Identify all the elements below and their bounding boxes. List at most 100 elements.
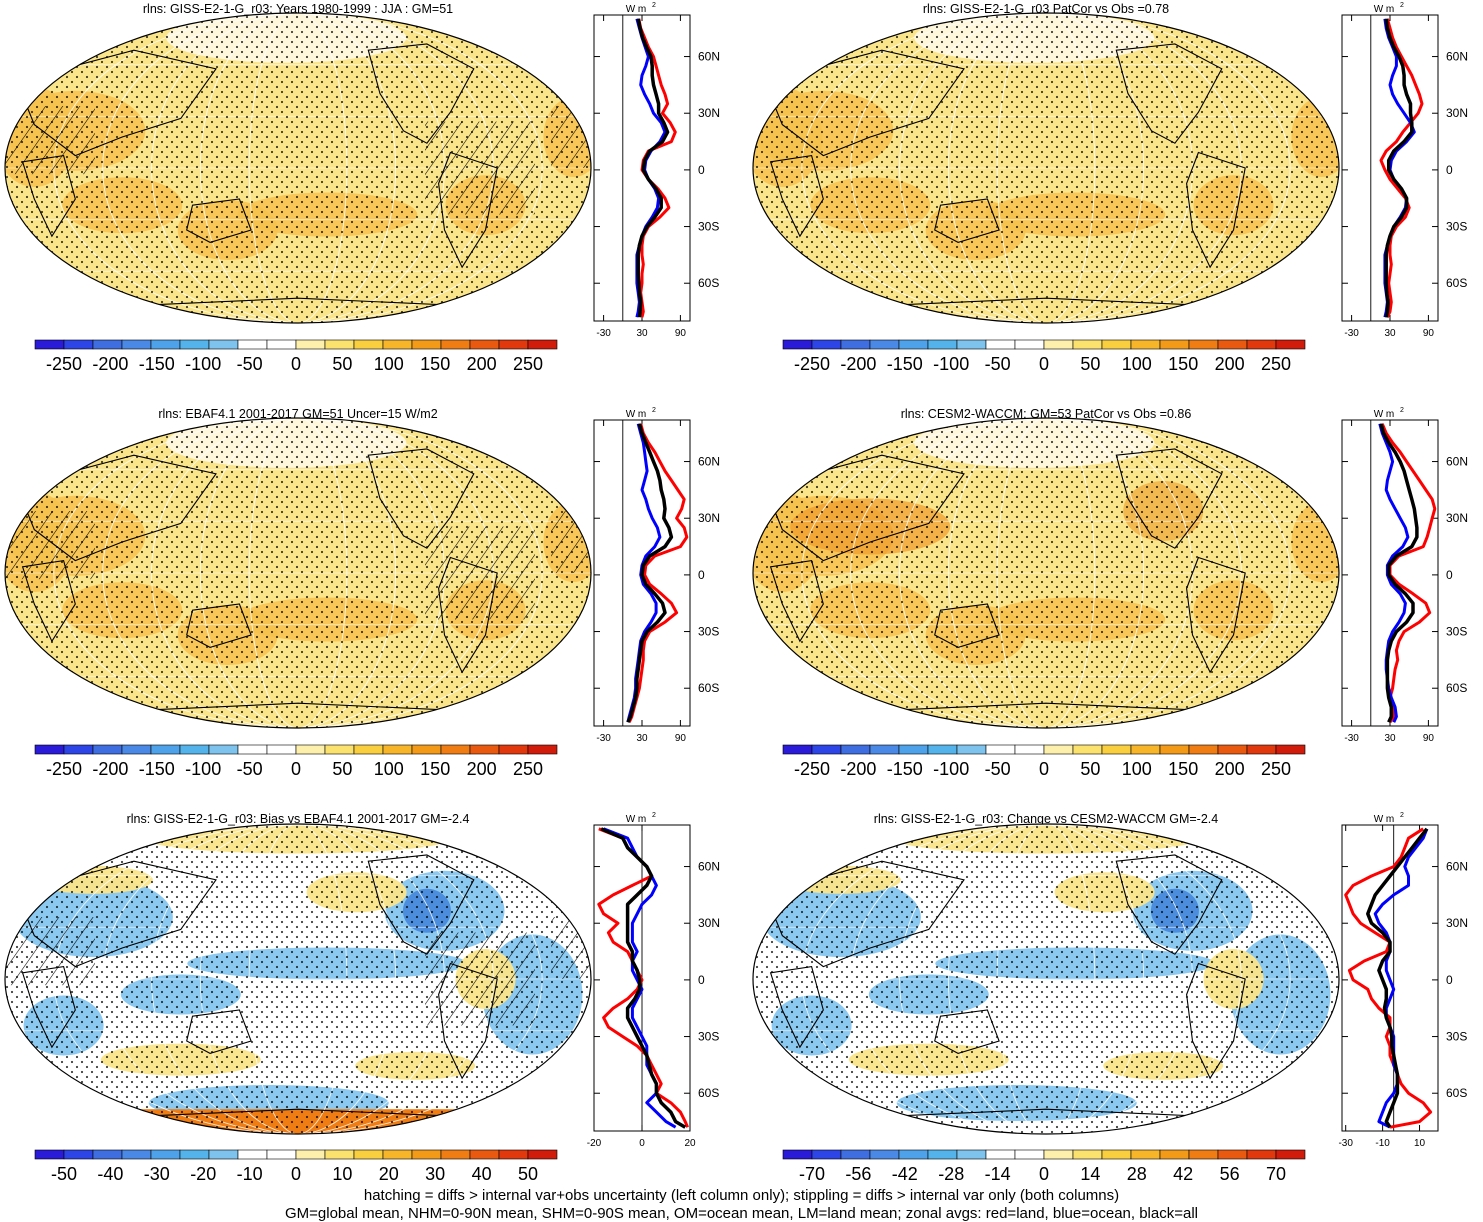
colorbar-swatch — [840, 744, 871, 755]
colorbar-swatch — [179, 744, 210, 755]
colorbar-label: 10 — [332, 1164, 352, 1184]
zonal-land-line — [1379, 18, 1424, 318]
colorbar-swatch — [150, 339, 181, 350]
colorbar-label: -200 — [92, 759, 128, 779]
colorbar-swatch — [295, 339, 326, 350]
colorbar-label: -250 — [794, 759, 830, 779]
colorbar-swatch — [63, 744, 94, 755]
colorbar-swatch — [1101, 744, 1132, 755]
colorbar-swatch — [382, 339, 413, 350]
continent-outline — [769, 154, 824, 238]
zonal-lat-label: 60S — [1446, 1086, 1467, 1100]
colorbar-swatch — [295, 744, 326, 755]
colorbar-label: 70 — [1266, 1164, 1286, 1184]
colorbar-label: -10 — [237, 1164, 263, 1184]
colorbar-swatch — [1188, 1149, 1219, 1160]
colorbar-label: -250 — [46, 759, 82, 779]
zonal-unit-superscript: 2 — [652, 2, 656, 9]
zonal-x-label: -10 — [1375, 1138, 1390, 1149]
map-stippling — [753, 13, 1339, 323]
zonal-lat-label: 60N — [698, 455, 720, 469]
colorbar-swatch — [1159, 1149, 1190, 1160]
zonal-x-label: 30 — [636, 733, 648, 744]
zonal-lat-label: 30N — [698, 106, 720, 120]
colorbar-swatch — [266, 339, 297, 350]
zonal-lat-label: 60N — [698, 860, 720, 874]
colorbar-swatch — [179, 339, 210, 350]
zonal-lat-label: 60S — [1446, 681, 1467, 695]
colorbar-label: 150 — [420, 354, 450, 374]
colorbar-label: 40 — [472, 1164, 492, 1184]
continent-outline — [186, 1009, 252, 1054]
colorbar-label: 150 — [420, 759, 450, 779]
zonal-plot: W m 2 60N 30N 0 30S 60S -30 30 90 — [593, 2, 720, 339]
colorbar-swatch — [34, 339, 65, 350]
zonal-plot: W m 2 60N 30N 0 30S 60S -30 30 90 — [1341, 407, 1468, 744]
continent-outline — [763, 454, 965, 562]
colorbar-label: 100 — [374, 759, 404, 779]
colorbar-swatch — [811, 1149, 842, 1160]
colorbar-label: 30 — [425, 1164, 445, 1184]
map-stippling — [753, 824, 1339, 1134]
continent-outline — [15, 49, 217, 157]
zonal-x-label: 90 — [1423, 328, 1435, 339]
colorbar-swatch — [498, 339, 529, 350]
colorbar-swatch — [782, 1149, 813, 1160]
colorbar-swatch — [811, 339, 842, 350]
colorbar-label: -42 — [892, 1164, 918, 1184]
colorbar-label: 200 — [467, 354, 497, 374]
colorbar-swatch — [121, 1149, 152, 1160]
colorbar-label: -30 — [144, 1164, 170, 1184]
colorbar-swatch — [92, 1149, 123, 1160]
colorbar-swatch — [411, 744, 442, 755]
colorbar-label: -100 — [185, 354, 221, 374]
colorbar-label: 56 — [1220, 1164, 1240, 1184]
colorbar-label: 100 — [1122, 354, 1152, 374]
colorbar-swatch — [1014, 744, 1045, 755]
map-hatching — [425, 932, 535, 1026]
map-hatching — [425, 526, 535, 620]
zonal-land-line — [627, 423, 689, 723]
panel-4: rlns: CESM2-WACCM: GM=53 PatCor vs Obs =… — [752, 407, 1468, 779]
colorbar-swatch — [295, 1149, 326, 1160]
zonal-unit: W m — [1374, 4, 1395, 15]
zonal-unit: W m — [1374, 814, 1395, 825]
colorbar-label: 0 — [291, 1164, 301, 1184]
zonal-all-line — [636, 18, 670, 318]
zonal-unit-superscript: 2 — [1400, 407, 1404, 414]
colorbar-swatch — [1014, 339, 1045, 350]
zonal-lat-label: 0 — [698, 163, 705, 177]
continent-outline — [934, 198, 1000, 243]
footnote-legend: GM=global mean, NHM=0-90N mean, SHM=0-90… — [284, 1205, 1198, 1222]
map — [5, 418, 591, 728]
zonal-lat-label: 30S — [1446, 1030, 1467, 1044]
colorbar-swatch — [1188, 744, 1219, 755]
colorbar-swatch — [121, 744, 152, 755]
zonal-lat-label: 30S — [698, 625, 719, 639]
colorbar-label: -50 — [985, 759, 1011, 779]
continent-outline — [769, 559, 824, 643]
colorbar-label: -50 — [237, 354, 263, 374]
colorbar-swatch — [956, 744, 987, 755]
zonal-lat-label: 30N — [698, 511, 720, 525]
colorbar-swatch — [527, 1149, 558, 1160]
colorbar-label: 50 — [332, 354, 352, 374]
colorbar-swatch — [1188, 339, 1219, 350]
zonal-lat-label: 30N — [1446, 511, 1468, 525]
colorbar-swatch — [150, 1149, 181, 1160]
colorbar-swatch — [237, 744, 268, 755]
map-hatching — [5, 917, 95, 986]
colorbar-swatch — [1072, 744, 1103, 755]
colorbar-label: 250 — [1261, 759, 1291, 779]
zonal-lat-label: 60N — [1446, 455, 1468, 469]
colorbar-swatch — [324, 1149, 355, 1160]
colorbar-swatch — [440, 339, 471, 350]
colorbar-swatch — [266, 744, 297, 755]
colorbar-swatch — [353, 339, 384, 350]
colorbar-label: 200 — [467, 759, 497, 779]
colorbar-label: -56 — [845, 1164, 871, 1184]
colorbar-swatch — [63, 339, 94, 350]
colorbar-swatch — [208, 1149, 239, 1160]
zonal-unit: W m — [626, 4, 647, 15]
continent-outline — [934, 603, 1000, 648]
